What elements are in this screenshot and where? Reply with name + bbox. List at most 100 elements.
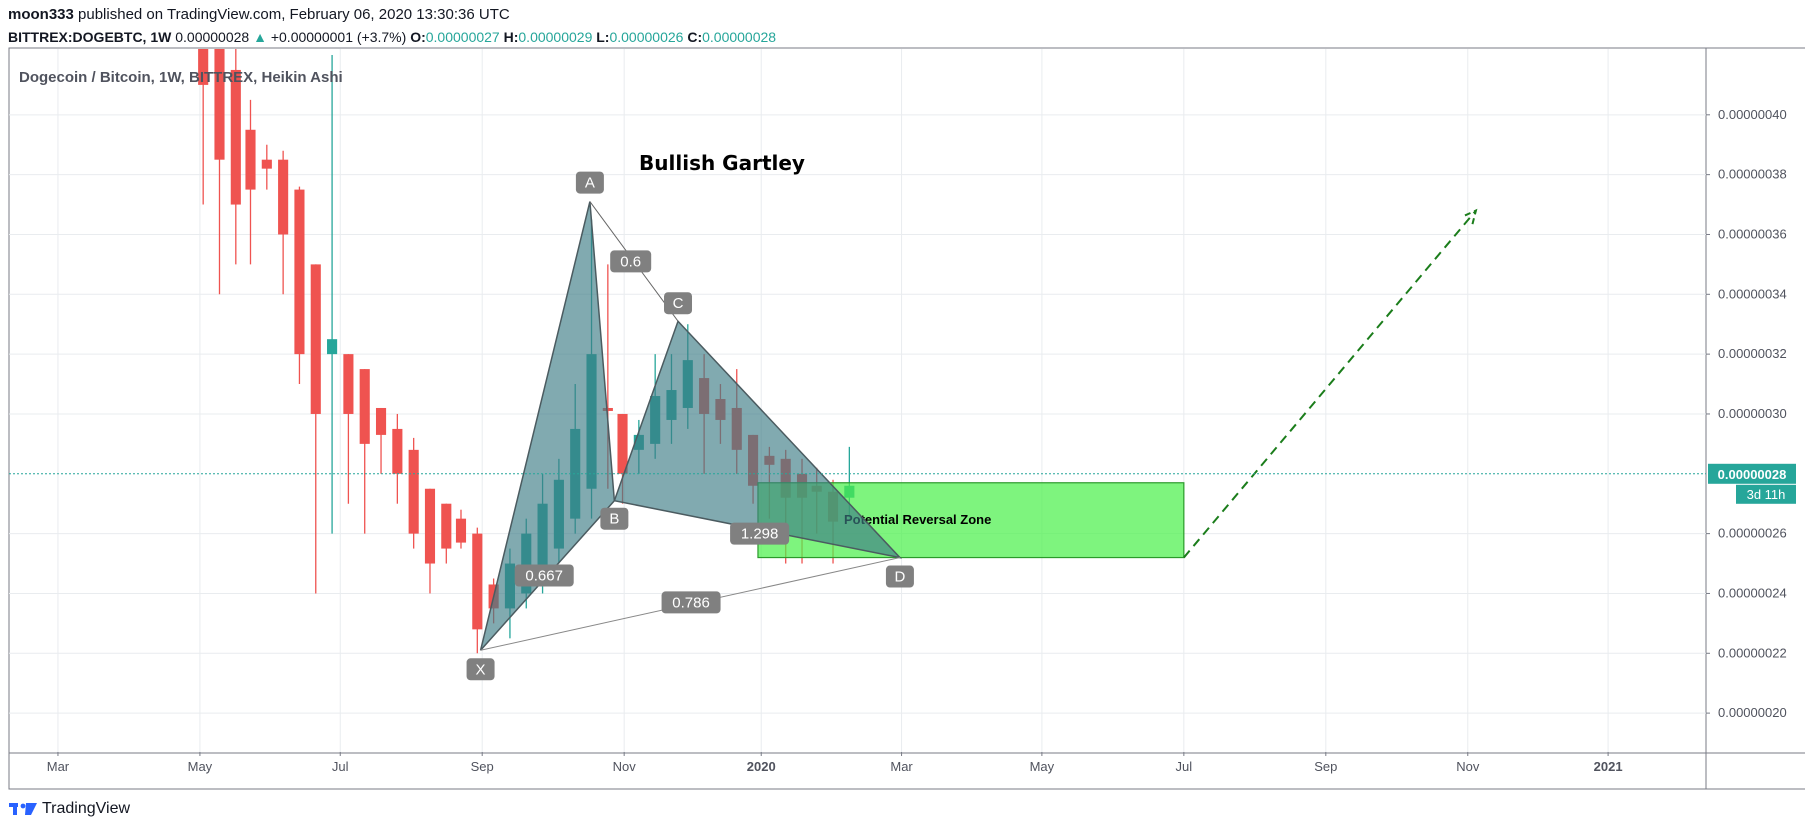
- tradingview-footer[interactable]: TradingView: [8, 800, 130, 818]
- current-price-value: 0.00000028: [1718, 467, 1787, 482]
- time-tick-label: Nov: [613, 759, 637, 774]
- point-label-c[interactable]: C: [664, 292, 693, 315]
- countdown-text: 3d 11h: [1747, 487, 1786, 502]
- candle-body: [245, 129, 256, 190]
- gartley-pattern[interactable]: X A B C D 0.6 0.667 0.786 1.298: [466, 171, 914, 681]
- candle-body: [424, 488, 436, 564]
- publish-info: moon333 published on TradingView.com, Fe…: [8, 6, 510, 23]
- candle-body: [617, 413, 628, 474]
- point-label-d-bg: [885, 565, 914, 588]
- price-tick-label: 0.00000022: [1718, 645, 1787, 660]
- candle-body: [230, 69, 241, 205]
- candle-body: [327, 339, 338, 355]
- price-tick-label: 0.00000036: [1718, 226, 1787, 241]
- price-axis[interactable]: 0.00000040 0.00000038 0.00000036 0.00000034…: [1706, 107, 1787, 720]
- candle-down[interactable]: [472, 527, 483, 654]
- candle-body: [441, 503, 452, 549]
- ratio-label-bg: [730, 522, 790, 545]
- close-value: 0.00000028: [702, 29, 777, 45]
- projection-arrow-line[interactable]: [1183, 209, 1477, 559]
- point-label-a-bg: [575, 171, 604, 194]
- price-tick-label: 0.00000038: [1718, 167, 1787, 182]
- tradingview-logo-icon: [9, 803, 37, 815]
- point-label-c-bg: [664, 292, 693, 315]
- pattern-title: Bullish Gartley: [639, 151, 805, 175]
- ratio-label-text: 0.6: [620, 253, 641, 270]
- price-tick-label: 0.00000040: [1718, 107, 1787, 122]
- candle-body: [310, 264, 321, 414]
- candle-down[interactable]: [408, 437, 419, 549]
- candle-down[interactable]: [230, 49, 241, 265]
- projection-arrow-head: [1462, 208, 1478, 225]
- time-tick-label: May: [188, 759, 213, 774]
- ratio-label[interactable]: 0.6: [610, 250, 652, 273]
- candle-down[interactable]: [245, 99, 256, 265]
- point-label-b[interactable]: B: [600, 507, 629, 530]
- symbol-ohlc-line: BITTREX:DOGEBTC, 1W 0.00000028 ▲ +0.0000…: [8, 29, 776, 45]
- candle-down[interactable]: [310, 264, 321, 594]
- time-tick-label: Sep: [471, 759, 494, 774]
- time-tick-label: Mar: [890, 759, 913, 774]
- point-label-x[interactable]: X: [466, 658, 495, 681]
- time-tick-label: Mar: [47, 759, 70, 774]
- ratio-label[interactable]: 0.667: [514, 564, 574, 587]
- open-label: O:: [410, 29, 426, 45]
- point-label-a-text: A: [585, 175, 595, 192]
- time-tick-label: 2020: [747, 759, 776, 774]
- price-tick-label: 0.00000024: [1718, 585, 1787, 600]
- point-label-x-text: X: [476, 661, 486, 678]
- candle-down[interactable]: [424, 488, 436, 594]
- ratio-label-bg: [610, 250, 652, 273]
- current-price-badge: [1708, 463, 1796, 484]
- candle-body: [198, 49, 209, 85]
- last-price: 0.00000028: [175, 29, 250, 45]
- candle-down[interactable]: [359, 369, 370, 534]
- low-value: 0.00000026: [609, 29, 684, 45]
- candle-down[interactable]: [375, 407, 387, 474]
- candle-down[interactable]: [294, 186, 305, 385]
- candle-up[interactable]: [327, 54, 338, 534]
- plot-frame: [8, 47, 1805, 790]
- symbol-label: BITTREX:DOGEBTC, 1W: [8, 29, 172, 45]
- reversal-zone-label: Potential Reversal Zone: [844, 512, 991, 527]
- time-tick-label: Jul: [332, 759, 349, 774]
- candle-body: [375, 407, 387, 435]
- time-axis[interactable]: Mar May Jul Sep Nov 2020 Mar May Jul Sep Nov 2021: [47, 752, 1623, 774]
- candle-down[interactable]: [392, 413, 403, 504]
- ratio-label[interactable]: 1.298: [730, 522, 790, 545]
- high-label: H:: [503, 29, 519, 45]
- close-label: C:: [687, 29, 703, 45]
- ratio-label-text: 0.786: [672, 594, 710, 611]
- candle-body: [214, 49, 225, 160]
- pattern-triangle-bcd[interactable]: [613, 319, 903, 559]
- ratio-label[interactable]: 0.786: [661, 591, 721, 614]
- candle-down[interactable]: [261, 144, 272, 190]
- price-change: +0.00000001 (+3.7%): [270, 29, 407, 45]
- projection-arrow[interactable]: [1183, 208, 1478, 559]
- published-text: published on TradingView.com, February 0…: [78, 6, 510, 23]
- point-label-x-bg: [466, 658, 495, 681]
- candle-body: [392, 428, 403, 474]
- ratio-label-bg: [661, 591, 721, 614]
- candle-body: [261, 159, 272, 169]
- ratio-label-text: 1.298: [741, 526, 779, 543]
- chart-title: Dogecoin / Bitcoin, 1W, BITTREX, Heikin …: [19, 69, 343, 86]
- author-name: moon333: [8, 6, 74, 23]
- countdown-badge: [1736, 484, 1796, 504]
- candle-down[interactable]: [441, 503, 452, 564]
- candle-down[interactable]: [343, 354, 354, 504]
- point-label-b-text: B: [609, 511, 619, 528]
- candle-down[interactable]: [455, 509, 467, 549]
- tradingview-brand: TradingView: [42, 800, 131, 817]
- grid-lines: [9, 49, 1706, 752]
- point-label-a[interactable]: A: [575, 171, 604, 194]
- candle-down[interactable]: [278, 150, 289, 295]
- ratio-label-text: 0.667: [525, 568, 563, 585]
- candle-down[interactable]: [198, 49, 209, 205]
- current-price-line: 0.00000028 3d 11h: [9, 463, 1796, 504]
- open-value: 0.00000027: [425, 29, 500, 45]
- point-label-d[interactable]: D: [885, 565, 914, 588]
- candle-body: [472, 533, 483, 630]
- candle-down[interactable]: [214, 49, 225, 295]
